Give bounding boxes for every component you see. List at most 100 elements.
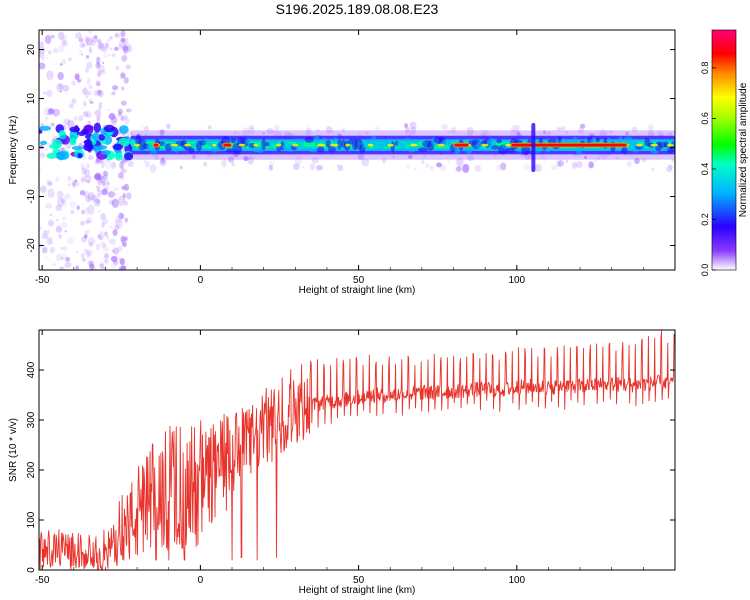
spectrogram-streak-blob — [100, 241, 107, 248]
spectrogram-noise-blob — [108, 113, 116, 120]
spectrogram-noise-blob — [75, 32, 83, 40]
spectrogram-noise-blob — [409, 132, 415, 137]
spectrogram-xtick-label: 100 — [508, 275, 525, 286]
spectrogram-noise-blob — [63, 193, 71, 200]
spectrogram-noise-blob — [68, 103, 75, 109]
spectrogram-band-blob — [188, 147, 195, 154]
spectrogram-streak-blob — [85, 113, 91, 118]
spectrogram-noise-blob — [83, 194, 87, 197]
spectrogram-noise-blob — [97, 106, 102, 111]
spectrogram-noise-blob — [91, 195, 97, 202]
spectrogram-noise-blob — [557, 160, 564, 167]
spectrogram-noise-blob — [49, 111, 53, 114]
spectrogram-noise-blob — [579, 123, 586, 129]
spectrogram-noise-blob — [523, 164, 531, 170]
spectrogram-streak-blob — [117, 111, 122, 117]
spectrogram-streak-blob — [103, 258, 109, 264]
spectrogram-noise-blob — [79, 190, 86, 196]
spectrogram-noise-blob — [112, 228, 118, 237]
spectrogram-streak-blob — [81, 167, 88, 175]
spectrogram-noise-blob — [668, 164, 673, 170]
spectrogram-noise-blob — [123, 117, 130, 125]
spectrogram-streak-blob — [123, 45, 129, 54]
spectrogram-noise-blob — [78, 118, 82, 123]
spectrogram-streak-blob — [124, 200, 128, 206]
spectrogram-band-highlight — [317, 143, 326, 147]
spectrogram-streak-blob — [87, 120, 92, 126]
spectrogram-noise-blob — [39, 185, 47, 194]
spectrogram-noise-blob — [117, 245, 123, 252]
spectrogram-noise-blob — [93, 173, 101, 180]
spectrogram-noise-blob — [207, 125, 212, 130]
spectrogram-band-highlight — [650, 143, 658, 147]
spectrogram-noise-blob — [103, 183, 110, 191]
spectrogram-noise-blob — [315, 164, 322, 171]
spectrogram-noise-blob — [294, 156, 303, 165]
spectrogram-streak-blob — [123, 49, 128, 55]
spectrogram-noise-blob — [450, 126, 457, 134]
spectrogram-noise-blob — [67, 176, 72, 182]
colorbar-label: Normalized spectral amplitude — [738, 82, 749, 217]
spectrogram-noise-blob — [60, 256, 64, 261]
spectrogram-noise-blob — [87, 192, 95, 201]
spectrogram-noise-blob — [439, 164, 447, 171]
spectrogram-band-blob — [304, 136, 314, 143]
spectrogram-noise-blob — [94, 172, 102, 181]
spectrogram-streak-blob — [100, 160, 105, 169]
spectrogram-noise-blob — [80, 220, 85, 226]
spectrogram-noise-blob — [53, 263, 56, 266]
spectrogram-noise-blob — [63, 245, 69, 252]
spectrogram-noise-blob — [243, 156, 249, 162]
spectrogram-noise-blob — [73, 116, 78, 122]
spectrogram-noise-blob — [74, 179, 78, 183]
spectrogram-streak-blob — [120, 168, 127, 174]
spectrogram-noise-blob — [61, 221, 68, 228]
spectrogram-noise-blob — [121, 265, 127, 270]
spectrogram-noise-blob — [42, 91, 46, 95]
spectrogram-noise-blob — [381, 157, 387, 164]
spectrogram-band-blob — [418, 147, 429, 153]
spectrogram-band-blob — [264, 141, 271, 147]
spectrogram-noise-blob — [87, 204, 95, 215]
spectrogram-streak-blob — [120, 72, 126, 79]
spectrogram-noise-blob — [121, 158, 126, 164]
spectrogram-noise-blob — [203, 162, 208, 167]
spectrogram-noise-blob — [83, 234, 88, 239]
spectrogram-streak-blob — [124, 236, 128, 241]
spectrogram-noise-blob — [81, 209, 85, 214]
spectrogram-band-blob — [308, 145, 318, 153]
snr-xtick-label: 100 — [508, 575, 525, 586]
spectrogram-turbulent-blob — [124, 152, 134, 161]
colorbar-tick-label: 0.0 — [700, 264, 710, 277]
spectrogram-xtick-label: -50 — [35, 275, 50, 286]
spectrogram-noise-blob — [93, 89, 99, 96]
spectrogram-noise-blob — [248, 124, 255, 130]
spectrogram-band-blob — [271, 138, 279, 145]
spectrogram-noise-blob — [55, 225, 63, 233]
spectrogram-noise-blob — [60, 39, 67, 46]
spectrogram-noise-blob — [121, 167, 124, 170]
spectrogram-noise-blob — [85, 55, 90, 59]
spectrogram-streak-blob — [86, 30, 94, 34]
spectrogram-noise-blob — [59, 266, 64, 270]
spectrogram-noise-blob — [647, 131, 655, 138]
snr-xlabel: Height of straight line (km) — [299, 585, 416, 596]
spectrogram-noise-blob — [59, 90, 63, 93]
figure-title: S196.2025.189.08.08.E23 — [276, 1, 439, 17]
spectrogram-noise-blob — [85, 37, 94, 46]
spectrogram-noise-blob — [45, 116, 49, 121]
spectrogram-band-blob — [245, 137, 252, 144]
spectrogram-noise-blob — [62, 39, 68, 47]
spectrogram-noise-blob — [93, 197, 101, 207]
spectrogram-noise-blob — [316, 165, 323, 171]
spectrogram-noise-blob — [60, 252, 68, 260]
spectrogram-panel: -50 0 50 100 -20 -10 0 10 20 Height of straight … — [8, 29, 676, 296]
spectrogram-streak-blob — [82, 111, 89, 117]
spectrogram-streak-blob — [95, 80, 101, 87]
spectrogram-noise-blob — [110, 116, 118, 124]
spectrogram-noise-blob — [41, 233, 49, 240]
spectrogram-noise-blob — [39, 51, 45, 59]
spectrogram-band-blob — [621, 146, 628, 154]
spectrogram-noise-blob — [127, 160, 134, 168]
spectrogram-streak-blob — [120, 100, 127, 106]
